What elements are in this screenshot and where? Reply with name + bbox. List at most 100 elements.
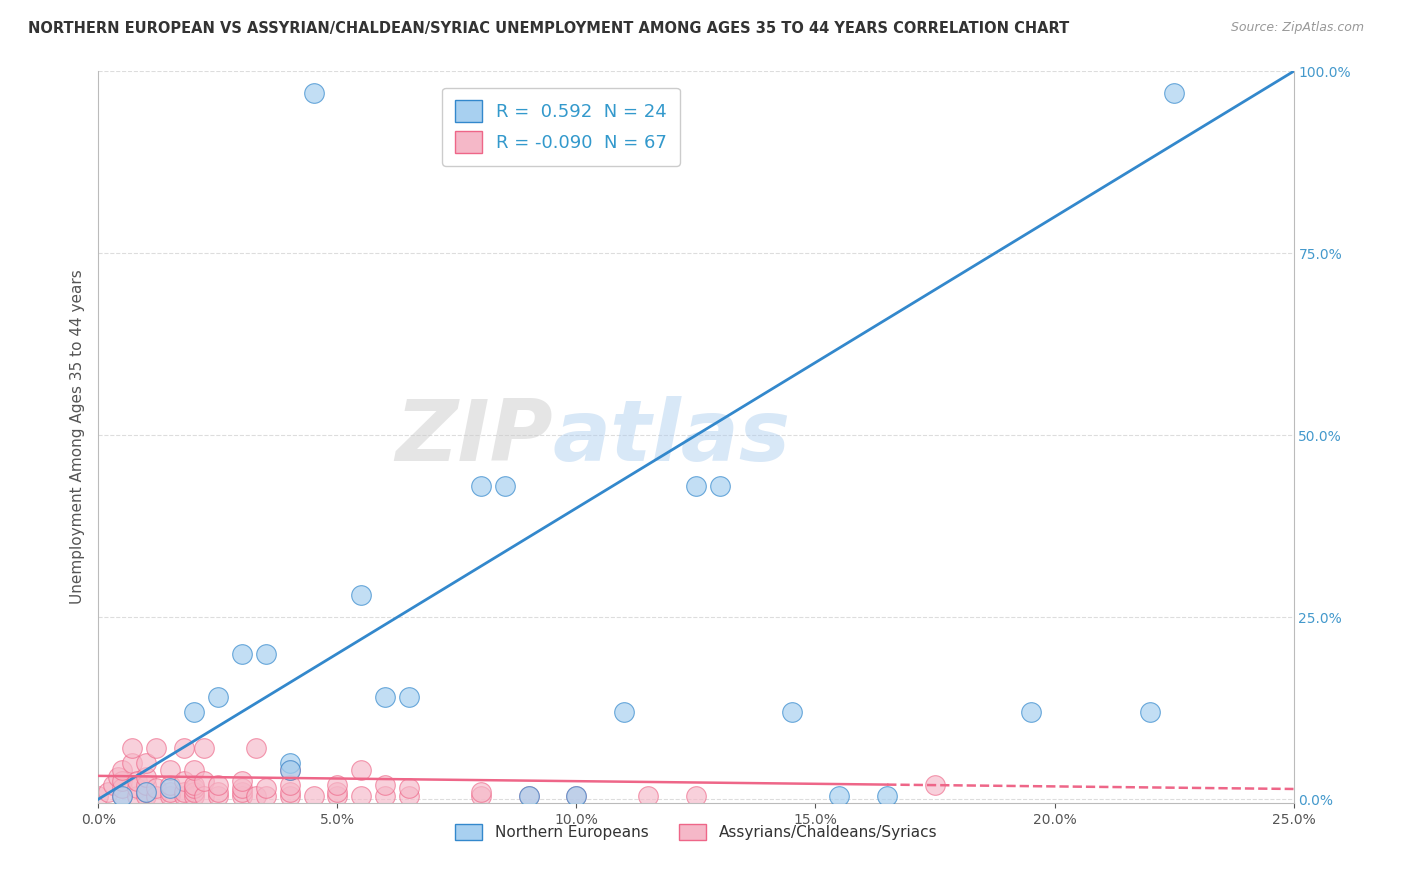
Point — [350, 789, 373, 803]
Point — [470, 785, 492, 799]
Point — [780, 705, 803, 719]
Point — [517, 789, 540, 803]
Point — [398, 781, 420, 796]
Point — [87, 789, 110, 803]
Point — [135, 789, 157, 803]
Point — [245, 789, 267, 803]
Point — [637, 789, 659, 803]
Point — [145, 789, 167, 803]
Point — [1163, 86, 1185, 100]
Point — [183, 781, 205, 796]
Point — [470, 479, 492, 493]
Point — [278, 785, 301, 799]
Point — [326, 785, 349, 799]
Point — [159, 785, 181, 799]
Point — [159, 778, 181, 792]
Point — [494, 479, 516, 493]
Point — [111, 763, 134, 777]
Point — [207, 778, 229, 792]
Point — [245, 741, 267, 756]
Point — [254, 789, 277, 803]
Point — [193, 774, 215, 789]
Point — [207, 789, 229, 803]
Point — [183, 763, 205, 777]
Point — [565, 789, 588, 803]
Point — [183, 778, 205, 792]
Text: ZIP: ZIP — [395, 395, 553, 479]
Point — [709, 479, 731, 493]
Text: atlas: atlas — [553, 395, 790, 479]
Point — [135, 785, 157, 799]
Point — [398, 789, 420, 803]
Point — [173, 774, 195, 789]
Point — [193, 789, 215, 803]
Point — [231, 781, 253, 796]
Point — [111, 789, 134, 803]
Point — [145, 781, 167, 796]
Point — [125, 781, 148, 796]
Point — [183, 785, 205, 799]
Point — [121, 741, 143, 756]
Point — [135, 785, 157, 799]
Point — [111, 774, 134, 789]
Point — [374, 690, 396, 705]
Point — [398, 690, 420, 705]
Point — [1019, 705, 1042, 719]
Point — [254, 781, 277, 796]
Point — [173, 741, 195, 756]
Point — [374, 789, 396, 803]
Point — [613, 705, 636, 719]
Text: Source: ZipAtlas.com: Source: ZipAtlas.com — [1230, 21, 1364, 34]
Point — [159, 781, 181, 796]
Point — [97, 785, 120, 799]
Point — [231, 785, 253, 799]
Point — [159, 789, 181, 803]
Point — [278, 763, 301, 777]
Point — [107, 770, 129, 784]
Point — [173, 785, 195, 799]
Point — [159, 763, 181, 777]
Point — [145, 741, 167, 756]
Point — [231, 774, 253, 789]
Point — [470, 789, 492, 803]
Point — [350, 588, 373, 602]
Point — [231, 647, 253, 661]
Point — [207, 785, 229, 799]
Point — [326, 778, 349, 792]
Point — [517, 789, 540, 803]
Point — [302, 789, 325, 803]
Point — [101, 778, 124, 792]
Point — [278, 789, 301, 803]
Point — [111, 781, 134, 796]
Point — [193, 741, 215, 756]
Point — [125, 774, 148, 789]
Point — [207, 690, 229, 705]
Point — [254, 647, 277, 661]
Point — [278, 763, 301, 777]
Legend: Northern Europeans, Assyrians/Chaldeans/Syriacs: Northern Europeans, Assyrians/Chaldeans/… — [449, 818, 943, 847]
Point — [374, 778, 396, 792]
Point — [326, 789, 349, 803]
Point — [685, 479, 707, 493]
Point — [121, 756, 143, 770]
Point — [828, 789, 851, 803]
Point — [350, 763, 373, 777]
Point — [565, 789, 588, 803]
Point — [278, 778, 301, 792]
Point — [135, 756, 157, 770]
Point — [1139, 705, 1161, 719]
Point — [125, 789, 148, 803]
Point — [924, 778, 946, 792]
Point — [135, 770, 157, 784]
Point — [183, 705, 205, 719]
Point — [111, 789, 134, 803]
Point — [173, 789, 195, 803]
Point — [876, 789, 898, 803]
Text: NORTHERN EUROPEAN VS ASSYRIAN/CHALDEAN/SYRIAC UNEMPLOYMENT AMONG AGES 35 TO 44 Y: NORTHERN EUROPEAN VS ASSYRIAN/CHALDEAN/S… — [28, 21, 1070, 36]
Point — [685, 789, 707, 803]
Point — [135, 778, 157, 792]
Point — [183, 789, 205, 803]
Point — [278, 756, 301, 770]
Point — [231, 789, 253, 803]
Y-axis label: Unemployment Among Ages 35 to 44 years: Unemployment Among Ages 35 to 44 years — [69, 269, 84, 605]
